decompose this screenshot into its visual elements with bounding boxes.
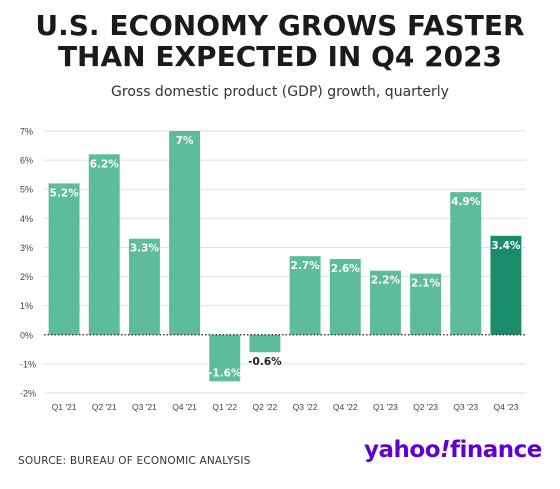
- data-label: 2.1%: [411, 278, 441, 290]
- y-tick-label: 3%: [20, 243, 33, 253]
- bar: [88, 154, 120, 335]
- y-tick-label: 6%: [20, 156, 33, 166]
- data-label: 2.2%: [371, 275, 401, 287]
- bar: [48, 183, 80, 335]
- y-tick-label: 1%: [20, 301, 33, 311]
- bar: [410, 273, 442, 335]
- bar: [249, 334, 281, 353]
- bar: [490, 235, 522, 335]
- chart-subtitle: Gross domestic product (GDP) growth, qua…: [111, 84, 449, 100]
- x-tick-label: Q2 '21: [92, 402, 117, 412]
- x-tick-label: Q4 '21: [172, 402, 197, 412]
- x-tick-label: Q4 '22: [333, 402, 358, 412]
- x-tick-label: Q1 '23: [373, 402, 398, 412]
- chart-title: U.S. ECONOMY GROWS FASTER THAN EXPECTED …: [0, 10, 560, 72]
- y-tick-label: 7%: [20, 127, 33, 137]
- bar: [128, 238, 160, 335]
- bar: [329, 259, 361, 335]
- x-tick-label: Q3 '23: [453, 402, 478, 412]
- yahoo-finance-logo: yahoo!finance: [364, 437, 542, 463]
- data-label: -1.6%: [208, 367, 242, 379]
- data-label: 4.9%: [451, 196, 481, 208]
- x-tick-label: Q1 '22: [212, 402, 237, 412]
- logo-part-1: yahoo: [364, 437, 441, 463]
- y-tick-label: 2%: [20, 272, 33, 282]
- x-tick-label: Q1 '21: [52, 402, 77, 412]
- y-tick-label: -1%: [20, 359, 36, 369]
- x-tick-label: Q3 '21: [132, 402, 157, 412]
- data-label: 3.4%: [491, 240, 521, 252]
- data-label: 7%: [176, 135, 194, 147]
- data-label: -0.6%: [248, 356, 282, 368]
- bar: [289, 256, 321, 335]
- y-tick-label: 0%: [20, 330, 33, 340]
- x-tick-label: Q2 '22: [253, 402, 278, 412]
- data-label: 2.6%: [331, 263, 361, 275]
- data-label: 2.7%: [291, 260, 321, 272]
- logo-slash: !: [440, 437, 451, 463]
- x-tick-label: Q2 '23: [413, 402, 438, 412]
- data-label: 3.3%: [130, 243, 160, 255]
- chart-title-line-2: THAN EXPECTED IN Q4 2023: [57, 40, 503, 73]
- data-label: 6.2%: [90, 158, 120, 170]
- bar: [369, 270, 401, 335]
- chart-title-line-1: U.S. ECONOMY GROWS FASTER: [35, 9, 525, 42]
- bar: [209, 334, 241, 382]
- y-tick-label: 5%: [20, 185, 33, 195]
- bar: [169, 131, 201, 335]
- y-tick-label: 4%: [20, 214, 33, 224]
- source-note: SOURCE: BUREAU OF ECONOMIC ANALYSIS: [18, 455, 251, 467]
- data-label: 5.2%: [50, 187, 80, 199]
- x-tick-label: Q4 '23: [494, 402, 519, 412]
- logo-part-2: finance: [450, 437, 542, 463]
- y-tick-label: -2%: [20, 389, 36, 399]
- x-tick-label: Q3 '22: [293, 402, 318, 412]
- bar: [450, 192, 482, 335]
